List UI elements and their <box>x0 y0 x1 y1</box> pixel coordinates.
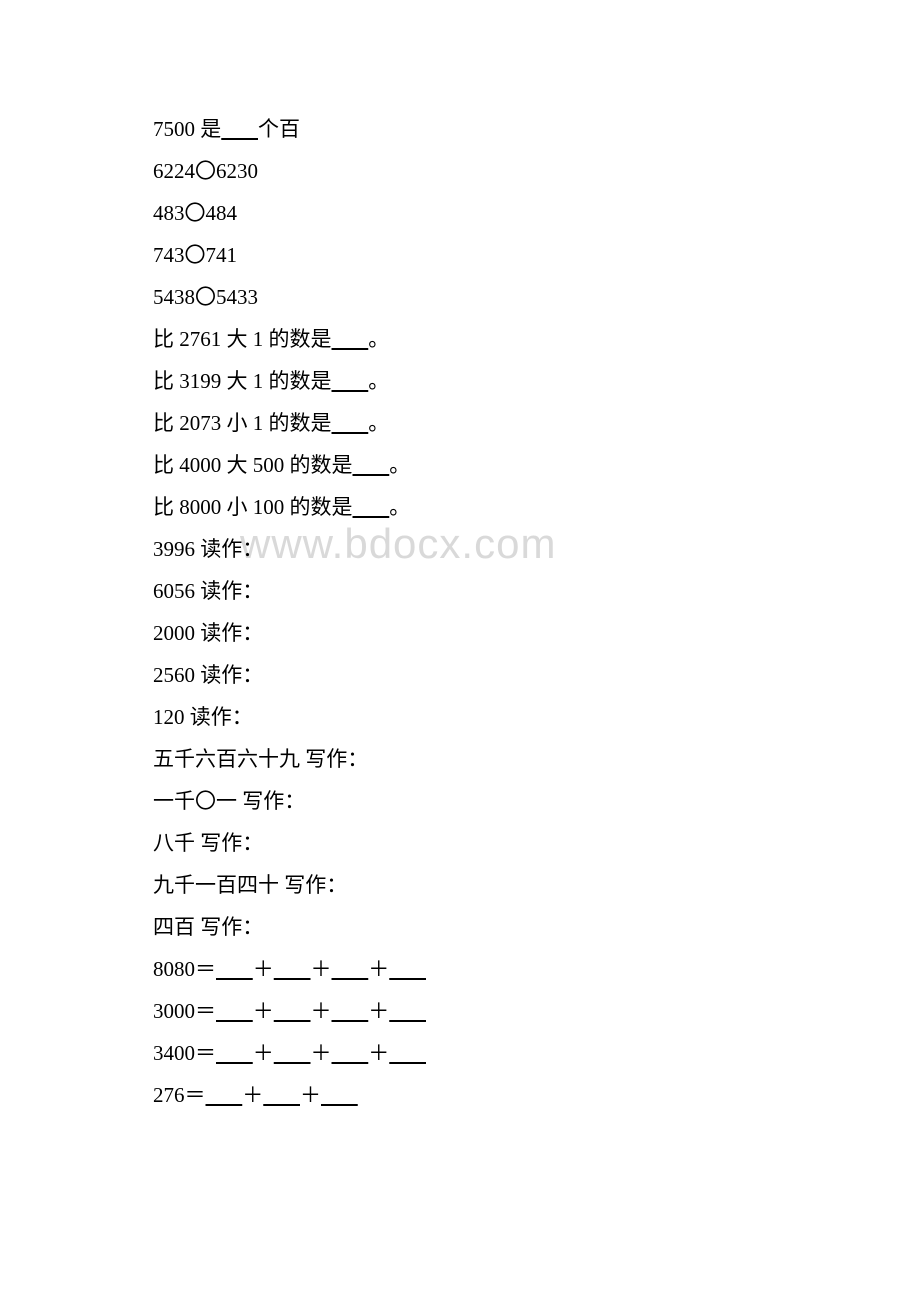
exercise-line: 743〇741 <box>153 234 920 276</box>
exercise-line: 6224〇6230 <box>153 150 920 192</box>
exercise-line: 2560 读作： <box>153 654 920 696</box>
exercise-line: 483〇484 <box>153 192 920 234</box>
document-content: 7500 是 个百 6224〇6230 483〇484 743〇741 5438… <box>0 0 920 1116</box>
exercise-line: 3996 读作： <box>153 528 920 570</box>
exercise-line: 比 2761 大 1 的数是 。 <box>153 318 920 360</box>
exercise-line: 四百 写作： <box>153 906 920 948</box>
exercise-line: 3000＝ ＋ ＋ ＋ <box>153 990 920 1032</box>
exercise-line: 3400＝ ＋ ＋ ＋ <box>153 1032 920 1074</box>
exercise-line: 八千 写作： <box>153 822 920 864</box>
exercise-line: 120 读作： <box>153 696 920 738</box>
exercise-line: 5438〇5433 <box>153 276 920 318</box>
exercise-line: 一千〇一 写作： <box>153 780 920 822</box>
exercise-line: 276＝ ＋ ＋ <box>153 1074 920 1116</box>
exercise-line: 比 8000 小 100 的数是 。 <box>153 486 920 528</box>
exercise-line: 比 3199 大 1 的数是 。 <box>153 360 920 402</box>
exercise-line: 九千一百四十 写作： <box>153 864 920 906</box>
exercise-line: 8080＝ ＋ ＋ ＋ <box>153 948 920 990</box>
exercise-line: 五千六百六十九 写作： <box>153 738 920 780</box>
exercise-line: 比 2073 小 1 的数是 。 <box>153 402 920 444</box>
exercise-line: 2000 读作： <box>153 612 920 654</box>
exercise-line: 7500 是 个百 <box>153 108 920 150</box>
exercise-line: 6056 读作： <box>153 570 920 612</box>
exercise-line: 比 4000 大 500 的数是 。 <box>153 444 920 486</box>
